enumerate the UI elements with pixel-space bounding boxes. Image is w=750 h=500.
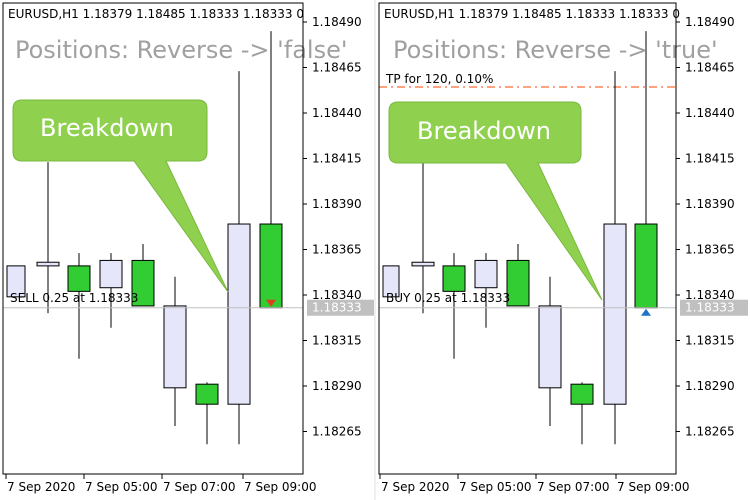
- candle-body: [634, 223, 658, 309]
- candle: [99, 253, 123, 328]
- time-axis[interactable]: 7 Sep 2020 7 Sep 05:00 7 Sep 07:00 7 Sep 09…: [379, 474, 689, 494]
- price-tick-label: 1.18340: [312, 288, 362, 302]
- candle-body: [131, 259, 155, 307]
- chart-canvas-left[interactable]: Positions: Reverse -> 'false' EURUSD,H1 …: [0, 0, 374, 500]
- candle: [442, 253, 466, 359]
- price-tick-label: 1.18265: [312, 425, 362, 439]
- price-tick-label: 1.18490: [685, 15, 735, 29]
- candle: [570, 382, 594, 445]
- chart-canvas-right[interactable]: TP for 120, 0.10% Positions: Reverse -> …: [376, 0, 750, 500]
- candle: [195, 382, 219, 445]
- price-tick-label: 1.18340: [685, 288, 735, 302]
- symbol-info: EURUSD,H1 1.18379 1.18485 1.18333 1.1833…: [384, 7, 680, 21]
- panel-divider: [374, 0, 376, 500]
- price-tick-label: 1.18440: [312, 106, 362, 120]
- candle: [506, 244, 530, 307]
- candles-layer: [382, 31, 658, 445]
- candle: [67, 253, 91, 359]
- callout-label: Breakdown: [417, 117, 551, 145]
- price-tick-label: 1.18365: [685, 243, 735, 257]
- chart-panel-right[interactable]: TP for 120, 0.10% Positions: Reverse -> …: [376, 0, 750, 500]
- price-tick-label: 1.18390: [685, 197, 735, 211]
- callout-label: Breakdown: [40, 114, 174, 142]
- price-tick-label: 1.18415: [685, 152, 735, 166]
- candle: [6, 265, 26, 298]
- current-price-tag: [307, 299, 374, 316]
- price-axis[interactable]: 1.18490 1.18465 1.18440 1.18415 1.18390 1.183…: [676, 15, 748, 439]
- price-tick-label: 1.18440: [685, 106, 735, 120]
- candle-body: [442, 265, 466, 292]
- price-tick-label: 1.18315: [685, 334, 735, 348]
- current-price-line: [3, 299, 303, 309]
- time-tick-label: 7 Sep 09:00: [244, 480, 316, 494]
- candle-body: [411, 261, 435, 267]
- candle: [538, 276, 562, 427]
- price-tick-label: 1.18265: [685, 425, 735, 439]
- candle-body: [36, 261, 60, 267]
- candle-body: [163, 305, 187, 389]
- price-tick-label: 1.18490: [312, 15, 362, 29]
- tp-label: TP for 120, 0.10%: [385, 72, 493, 86]
- candle: [163, 276, 187, 427]
- candle-body: [6, 265, 26, 298]
- candle-body: [506, 259, 530, 307]
- price-tick-label: 1.18365: [312, 243, 362, 257]
- breakdown-callout: [12, 99, 229, 293]
- chart-frame: [378, 2, 677, 475]
- time-tick-label: 7 Sep 05:00: [85, 480, 157, 494]
- candle: [382, 265, 400, 298]
- candle-body: [538, 305, 562, 389]
- price-tick-label: 1.18315: [312, 334, 362, 348]
- price-tick-label: 1.18465: [312, 61, 362, 75]
- candle: [227, 71, 251, 445]
- candle: [474, 253, 498, 328]
- candle-body: [259, 223, 283, 309]
- candle: [634, 31, 658, 309]
- current-price-label: 1.18333: [685, 301, 735, 315]
- arrow-up-icon: [641, 308, 651, 316]
- price-tick-label: 1.18390: [312, 197, 362, 211]
- callout-group: Breakdown: [388, 101, 603, 301]
- price-tick-label: 1.18290: [685, 379, 735, 393]
- candle-body: [474, 259, 498, 289]
- price-tick-label: 1.18465: [685, 61, 735, 75]
- candle: [131, 244, 155, 307]
- time-tick-label: 7 Sep 07:00: [537, 480, 609, 494]
- candle: [36, 162, 60, 314]
- time-axis[interactable]: 7 Sep 2020 7 Sep 05:00 7 Sep 07:00 7 Sep 09…: [5, 474, 316, 494]
- watermark-text: Positions: Reverse -> 'true': [393, 36, 718, 64]
- time-tick-label: 7 Sep 05:00: [459, 480, 531, 494]
- price-axis[interactable]: 1.18490 1.18465 1.18440 1.18415 1.18390 1.183…: [303, 15, 374, 439]
- callout-group: Breakdown: [12, 99, 229, 293]
- candle-body: [227, 223, 251, 405]
- candle-body: [195, 383, 219, 405]
- candle: [411, 162, 435, 314]
- candle-body: [67, 265, 91, 292]
- current-price-tag: [680, 299, 748, 316]
- arrow-down-icon: [266, 299, 276, 307]
- candle: [603, 71, 627, 445]
- candle: [259, 31, 283, 309]
- candle-body: [603, 223, 627, 405]
- position-label: SELL 0.25 at 1.18333: [10, 291, 138, 305]
- time-tick-label: 7 Sep 2020: [7, 480, 75, 494]
- price-tick-label: 1.18415: [312, 152, 362, 166]
- candle-body: [382, 265, 400, 298]
- price-tick-label: 1.18290: [312, 379, 362, 393]
- tp-line-group: TP for 120, 0.10%: [379, 72, 676, 88]
- current-price-label: 1.18333: [312, 301, 362, 315]
- symbol-info: EURUSD,H1 1.18379 1.18485 1.18333 1.1833…: [8, 7, 304, 21]
- breakdown-callout: [388, 101, 603, 301]
- time-tick-label: 7 Sep 07:00: [163, 480, 235, 494]
- candle-body: [99, 259, 123, 289]
- candle-body: [570, 383, 594, 405]
- time-tick-label: 7 Sep 09:00: [617, 480, 689, 494]
- chart-frame: [2, 2, 304, 475]
- chart-panel-left[interactable]: Positions: Reverse -> 'false' EURUSD,H1 …: [0, 0, 374, 500]
- candles-layer: [6, 31, 283, 445]
- current-price-line: [379, 307, 676, 316]
- watermark-text: Positions: Reverse -> 'false': [15, 36, 347, 64]
- position-label: BUY 0.25 at 1.18333: [386, 291, 510, 305]
- time-tick-label: 7 Sep 2020: [381, 480, 449, 494]
